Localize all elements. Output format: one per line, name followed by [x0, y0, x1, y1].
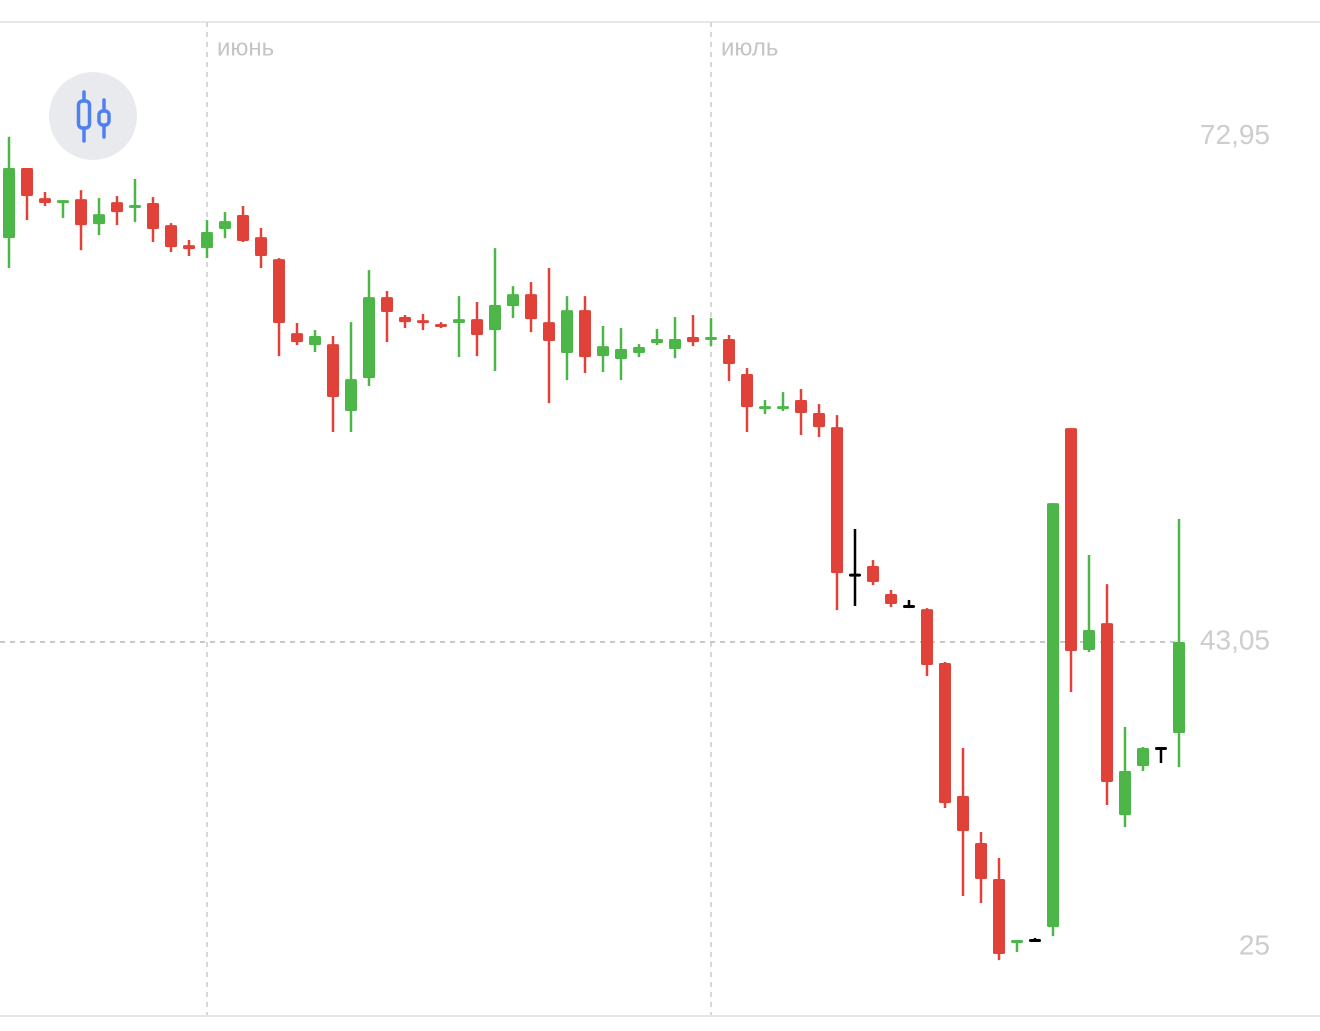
y-tick-label: 25 [1239, 929, 1270, 960]
candle-icon [76, 90, 111, 143]
candle-body [237, 214, 249, 242]
candle-body [435, 323, 447, 327]
candle-body [687, 337, 699, 343]
candle-body [831, 427, 843, 574]
candle-body [885, 594, 897, 605]
candle-body [201, 232, 213, 249]
candle-body [417, 320, 429, 324]
candle-body [219, 221, 231, 230]
candle-body [705, 337, 717, 341]
candle-body [1083, 630, 1095, 650]
y-tick-label: 43,05 [1200, 624, 1270, 655]
candle-body [1155, 746, 1167, 750]
candle-body [129, 205, 141, 209]
candle-body [957, 795, 969, 831]
candle-body [489, 305, 501, 331]
candle-body [1101, 623, 1113, 782]
x-tick-label: июнь [217, 34, 274, 61]
candle-body [633, 346, 645, 354]
candle-body [993, 878, 1005, 954]
candle-body [183, 245, 195, 250]
candle-body [795, 400, 807, 414]
candle-body [615, 349, 627, 359]
candle-body [597, 346, 609, 357]
candle-body [1065, 428, 1077, 651]
candle-body [1047, 503, 1059, 927]
candle-body [759, 406, 771, 410]
candle-body [21, 168, 33, 197]
x-tick-label: июль [721, 34, 778, 61]
candle-body [111, 202, 123, 213]
candle-body [849, 573, 861, 577]
candle-body [93, 214, 105, 225]
candle-body [3, 168, 15, 239]
candle-body [939, 662, 951, 804]
candle-body [57, 200, 69, 204]
candle-body [1137, 747, 1149, 767]
candle-body [381, 297, 393, 312]
candle-body [669, 339, 681, 350]
button-background[interactable] [49, 72, 137, 160]
candle-body [327, 344, 339, 397]
candle-body [165, 225, 177, 248]
candle-body [651, 339, 663, 344]
candle-body [1173, 642, 1185, 733]
candle-body [921, 609, 933, 666]
candle-body [147, 202, 159, 230]
candle-body [345, 379, 357, 412]
chart-type-button[interactable] [49, 72, 137, 160]
candle-body [273, 259, 285, 323]
candle-body [741, 374, 753, 408]
candle-body [525, 294, 537, 320]
candle-body [561, 310, 573, 354]
candle-body [309, 335, 321, 346]
candle-body [363, 297, 375, 379]
candle-body [543, 322, 555, 342]
candle-body [453, 319, 465, 323]
candle-body [471, 319, 483, 335]
candle-body [1029, 938, 1041, 942]
candle-body [813, 413, 825, 428]
candle-body [291, 333, 303, 343]
candle-body [723, 339, 735, 365]
candle-body [255, 237, 267, 257]
candle-body [399, 317, 411, 323]
candle-body [579, 310, 591, 358]
candle-body [777, 406, 789, 410]
candle-body [75, 199, 87, 226]
candle-body [507, 294, 519, 307]
candle-body [975, 842, 987, 879]
candle-body [903, 605, 915, 609]
y-tick-label: 72,95 [1200, 119, 1270, 150]
candle-body [1119, 770, 1131, 816]
candle-body [867, 565, 879, 583]
candle-body [1011, 939, 1023, 944]
candle-body [39, 198, 51, 203]
